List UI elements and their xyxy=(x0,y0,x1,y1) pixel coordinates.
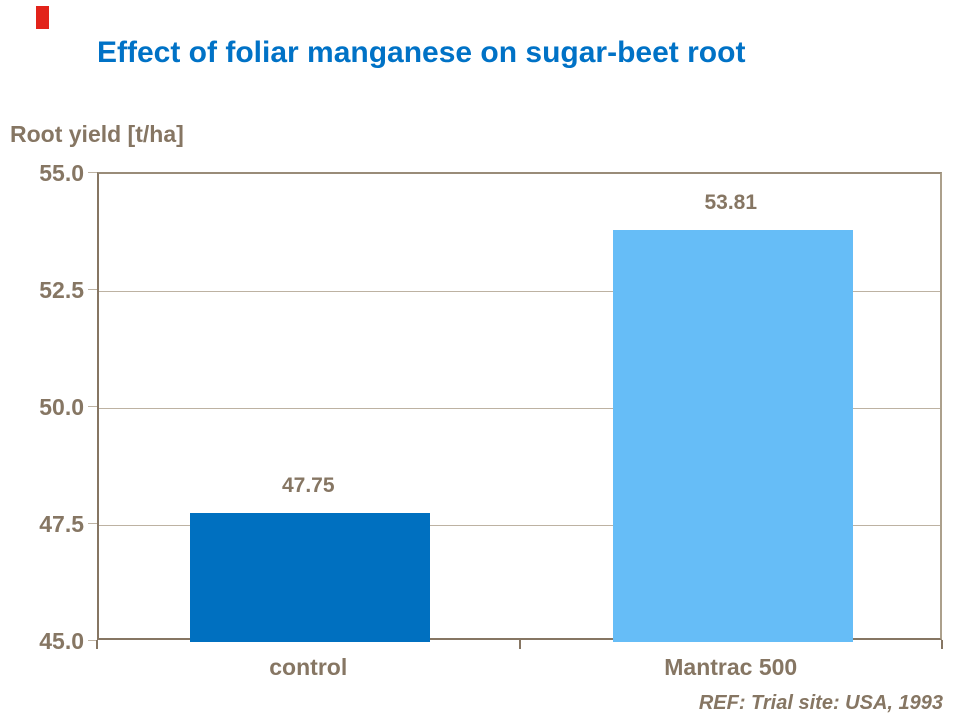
y-tick-label: 55.0 xyxy=(39,160,84,186)
gridline-47.5 xyxy=(99,525,940,526)
gridline-50.0 xyxy=(99,408,940,409)
y-tick-mark xyxy=(88,523,97,524)
x-tick-mark xyxy=(518,640,521,649)
x-category-label: control xyxy=(269,654,348,680)
bar-value-label: 53.81 xyxy=(704,190,758,214)
y-tick-label: 47.5 xyxy=(39,511,84,537)
plot-area xyxy=(97,172,942,642)
y-tick-mark xyxy=(88,640,97,641)
bar-value-label: 47.75 xyxy=(281,474,335,498)
y-tick-label: 50.0 xyxy=(39,394,84,420)
y-tick-mark xyxy=(88,289,97,290)
y-tick-mark xyxy=(88,172,97,173)
red-accent-mark xyxy=(36,6,49,29)
reference-note: REF: Trial site: USA, 1993 xyxy=(698,692,943,714)
x-category-label: Mantrac 500 xyxy=(664,654,798,680)
chart-title: Effect of foliar manganese on sugar-beet… xyxy=(97,36,746,69)
bar-mantrac-500 xyxy=(612,229,853,642)
y-tick-label: 45.0 xyxy=(39,628,84,654)
y-tick-label: 52.5 xyxy=(39,277,84,303)
gridline-52.5 xyxy=(99,291,940,292)
y-axis-title: Root yield [t/ha] xyxy=(10,121,184,147)
x-tick-mark xyxy=(96,640,98,649)
x-tick-mark xyxy=(941,640,943,649)
y-tick-mark xyxy=(88,406,97,407)
bar-control xyxy=(190,513,431,642)
